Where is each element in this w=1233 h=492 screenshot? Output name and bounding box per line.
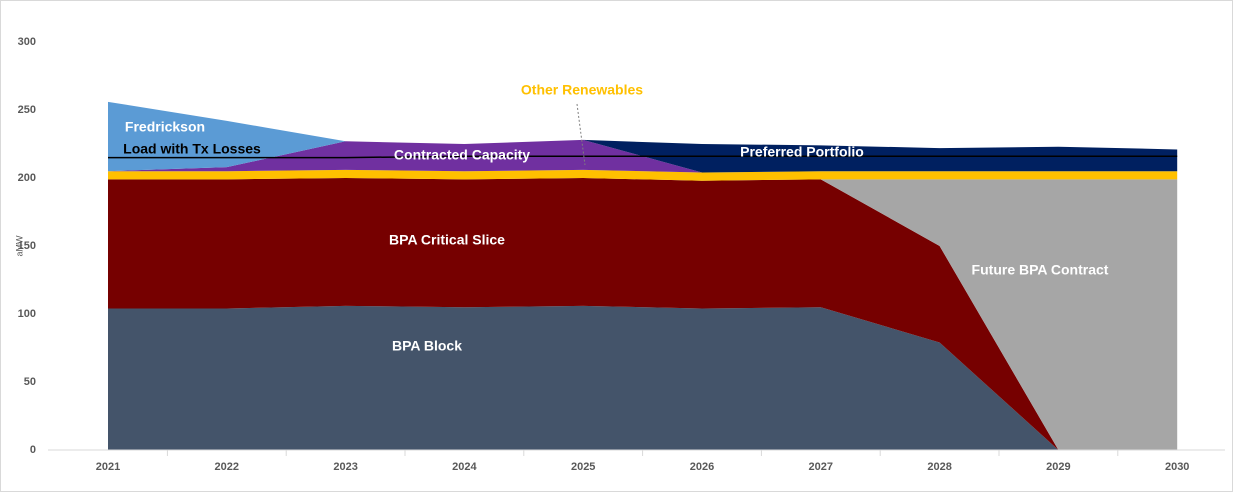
series-label: BPA Block — [392, 338, 462, 354]
line-label: Load with Tx Losses — [123, 141, 261, 157]
y-axis-label: aMW — [14, 235, 24, 257]
y-tick-label: 100 — [18, 308, 36, 320]
y-tick-label: 200 — [18, 172, 36, 184]
y-tick-label: 0 — [30, 444, 36, 456]
x-tick-label: 2023 — [333, 461, 357, 473]
area — [108, 178, 1178, 450]
x-tick-label: 2025 — [571, 461, 595, 473]
load-line — [108, 155, 1178, 159]
x-tick-label: 2027 — [809, 461, 833, 473]
series-label: Future BPA Contract — [972, 262, 1109, 278]
x-tick-label: 2030 — [1165, 461, 1189, 473]
x-tick-label: 2022 — [215, 461, 239, 473]
area — [108, 101, 1178, 173]
area — [108, 101, 1178, 173]
x-tick-label: 2021 — [96, 461, 120, 473]
y-tick-label: 300 — [18, 36, 36, 48]
series-label: Preferred Portfolio — [740, 144, 864, 160]
y-tick-label: 250 — [18, 104, 36, 116]
series-label: Fredrickson — [125, 119, 205, 135]
y-tick-label: 50 — [24, 376, 36, 388]
series-label: Contracted Capacity — [394, 147, 530, 163]
series-label: BPA Critical Slice — [389, 232, 505, 248]
x-tick-label: 2029 — [1046, 461, 1070, 473]
y-tick-label: 150 — [18, 240, 36, 252]
area — [108, 305, 1178, 450]
x-tick-label: 2024 — [452, 461, 477, 473]
area — [108, 178, 1178, 450]
x-tick-label: 2028 — [927, 461, 951, 473]
series-label: Other Renewables — [521, 82, 643, 98]
plot-area — [108, 101, 1178, 450]
area — [108, 169, 1178, 181]
x-tick-label: 2026 — [690, 461, 714, 473]
